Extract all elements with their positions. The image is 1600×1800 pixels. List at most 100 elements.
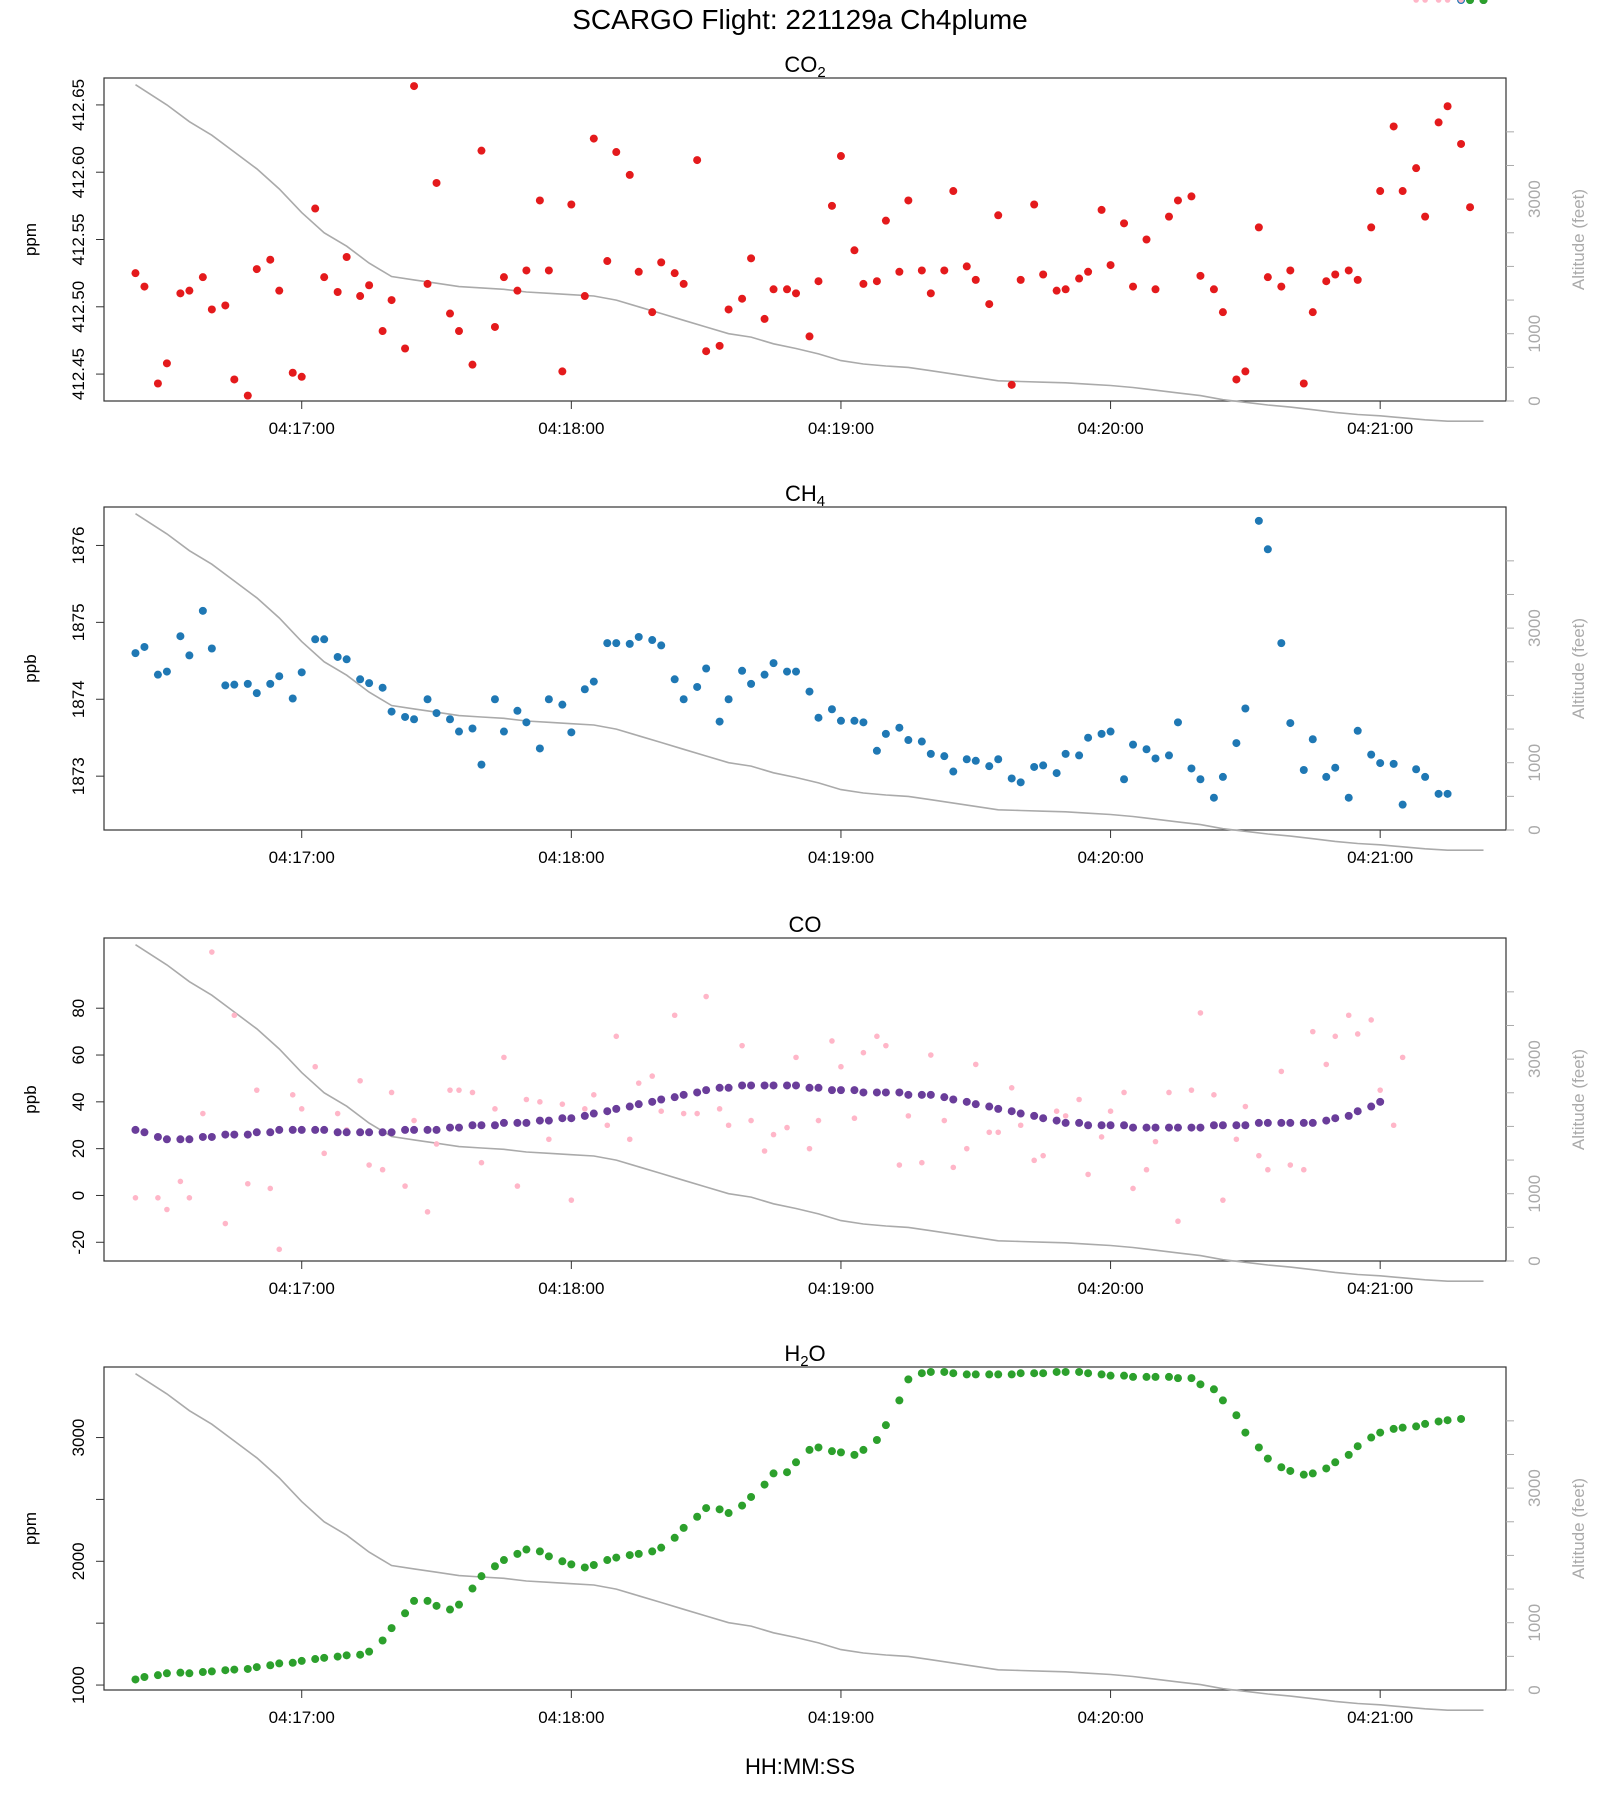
ch4-point [1016, 778, 1025, 787]
plot-frame-ch4 [103, 506, 1507, 831]
co-smooth-point [499, 1118, 508, 1127]
co-smooth-point [589, 1109, 598, 1118]
h2o-point [859, 1445, 868, 1454]
co-raw-point [366, 1162, 372, 1168]
h2o-point [994, 1370, 1003, 1379]
co-raw-point [1354, 1031, 1361, 1037]
ch4-point [140, 642, 149, 651]
y2-tick-label: 3000 [1525, 180, 1544, 218]
h2o-point [1389, 1424, 1398, 1433]
h2o-point [580, 1563, 589, 1572]
co2-point [926, 289, 935, 298]
h2o-point [1187, 1374, 1196, 1383]
co2-point [1367, 223, 1376, 232]
co-smooth-point [1106, 1121, 1115, 1130]
co-smooth-point [252, 1128, 261, 1137]
co-smooth-point [985, 1102, 994, 1111]
ch4-point [1075, 751, 1084, 760]
co2-point [1097, 205, 1106, 214]
co2-point [715, 341, 724, 350]
ch4-point [243, 679, 252, 688]
y2-tick-label: 1000 [1525, 744, 1544, 782]
co-raw-point [1265, 1166, 1271, 1173]
h2o-point [1164, 1372, 1173, 1381]
h2o-point [221, 1666, 230, 1675]
ch4-point [1061, 749, 1070, 758]
ch4-point [580, 685, 589, 694]
ch4-point [1434, 789, 1443, 798]
co-raw-point [1278, 1068, 1285, 1075]
panel-title-h2o: H2O [784, 1341, 825, 1370]
h2o-point [1232, 1411, 1241, 1420]
ch4-point [153, 670, 162, 679]
ch4-point [657, 641, 666, 650]
h2o-point [940, 1367, 949, 1376]
co2-point [1129, 282, 1138, 291]
y-axis-label: ppm [21, 1512, 40, 1545]
co2-point [1120, 219, 1129, 228]
x-axis-label: HH:MM:SS [745, 1754, 855, 1779]
ch4-point [1412, 765, 1421, 774]
co2-point [266, 255, 275, 264]
ch4-point [477, 760, 486, 769]
co-raw-point [806, 1145, 813, 1152]
co-smooth-point [288, 1125, 297, 1134]
h2o-point [1479, 0, 1488, 4]
ch4-point [423, 695, 432, 704]
h2o-point [454, 1600, 463, 1609]
co-raw-point [155, 1195, 161, 1201]
y2-tick-label: 0 [1525, 396, 1544, 405]
h2o-point [1367, 1433, 1376, 1442]
co-smooth-point [1308, 1118, 1317, 1127]
panel-title-co2: CO2 [784, 52, 825, 81]
h2o-point [140, 1673, 149, 1682]
h2o-point [1331, 1458, 1340, 1467]
co-smooth-point [702, 1086, 711, 1095]
h2o-point [378, 1636, 387, 1645]
co-smooth-point [1218, 1121, 1227, 1130]
co2-point [198, 273, 207, 282]
h2o-point [926, 1367, 935, 1376]
co-smooth-point [850, 1086, 859, 1095]
ch4-point [221, 681, 230, 690]
co2-point [994, 211, 1003, 220]
ch4-point [454, 727, 463, 736]
co-raw-point [1130, 1185, 1136, 1192]
co2-point [1443, 102, 1452, 111]
ch4-point [881, 729, 890, 738]
ch4-point [1263, 545, 1272, 554]
co-smooth-point [917, 1090, 926, 1099]
ch4-point [468, 724, 477, 733]
co-smooth-point [827, 1086, 836, 1095]
h2o-point [738, 1501, 747, 1510]
ch4-point [1286, 719, 1295, 728]
y-tick-label: 3000 [69, 1419, 88, 1457]
co-smooth-point [1084, 1121, 1093, 1130]
h2o-point [499, 1556, 508, 1565]
h2o-point [1016, 1369, 1025, 1378]
h2o-point [895, 1396, 904, 1405]
y-tick-label: 2000 [69, 1542, 88, 1580]
co2-point [499, 273, 508, 282]
ch4-point [1007, 774, 1016, 783]
panel-co: CO 04:17:00 04:18:00 04:19:00 04:20:00 04:21:… [21, 0, 1588, 1298]
h2o-point [836, 1448, 845, 1457]
h2o-point [679, 1523, 688, 1532]
co2-point [446, 309, 455, 318]
co-raw-point [559, 1101, 566, 1107]
co2-point [153, 379, 162, 388]
co-raw-point [896, 1162, 903, 1168]
co2-point [850, 246, 859, 255]
co-smooth-point [1367, 1102, 1376, 1111]
ch4-point [1398, 800, 1407, 809]
co-smooth-point [1164, 1123, 1173, 1132]
co-raw-point [680, 1110, 687, 1117]
co-raw-point [1062, 1113, 1069, 1119]
co-smooth-point [792, 1081, 801, 1090]
co2-point [1376, 187, 1385, 196]
ch4-point [1232, 739, 1241, 748]
co2-point [490, 322, 499, 331]
co-smooth-point [401, 1125, 410, 1134]
ch4-point [365, 679, 374, 688]
co2-point [1322, 277, 1331, 286]
